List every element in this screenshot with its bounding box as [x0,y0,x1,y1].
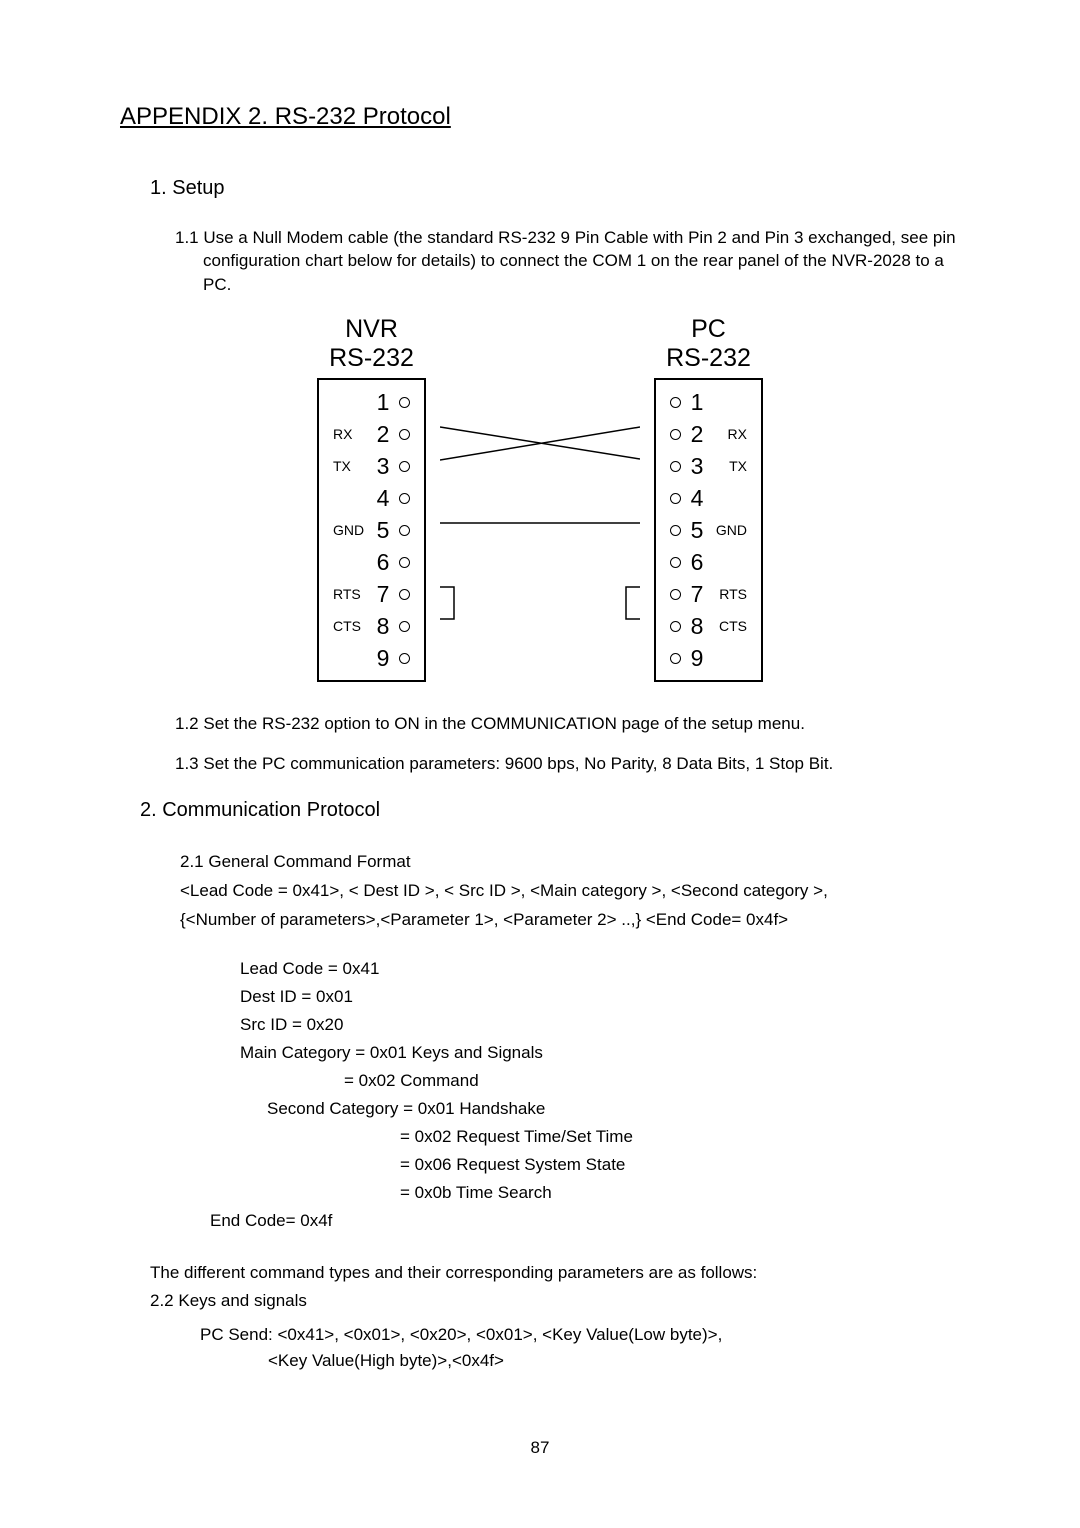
format-line1: <Lead Code = 0x41>, < Dest ID >, < Src I… [180,877,960,906]
pin-circle-icon [399,589,410,600]
pin-num: 4 [689,482,705,514]
pin-label: GND [713,521,747,541]
pin-label: RX [333,425,367,445]
pin-circle-icon [670,589,681,600]
pin-circle-icon [670,397,681,408]
pin-circle-icon [670,429,681,440]
sub21-heading: 2.1 General Command Format [180,848,960,877]
pin-circle-icon [670,525,681,536]
pin-circle-icon [670,653,681,664]
nvr-subtitle: RS-232 [329,344,414,372]
code-end: End Code= 0x4f [210,1207,960,1235]
pin-num: 6 [375,546,391,578]
pin-circle-icon [399,461,410,472]
pin-label: TX [333,457,367,477]
pc-title: PC [691,315,726,343]
pin-label: RTS [333,585,367,605]
pin-num: 9 [689,642,705,674]
pin-circle-icon [399,557,410,568]
code-sec4: = 0x0b Time Search [400,1179,960,1207]
format-line2: {<Number of parameters>,<Parameter 1>, <… [180,906,960,935]
pin-num: 8 [375,610,391,642]
nvr-title: NVR [345,315,398,343]
nvr-pin-box: 1 RX 2 TX 3 4 GND 5 6 RTS 7 CTS 8 9 [317,378,426,682]
pin-label: GND [333,521,367,541]
pc-send-line2: <Key Value(High byte)>,<0x4f> [268,1349,960,1373]
code-sec2: = 0x02 Request Time/Set Time [400,1123,960,1151]
section1-item3: 1.3 Set the PC communication parameters:… [175,752,960,776]
pin-circle-icon [670,493,681,504]
pin-label: TX [713,457,747,477]
nvr-port-block: NVR RS-232 1 RX 2 TX 3 4 GND 5 6 RTS 7 CTS 8 … [317,315,426,683]
code-sec3: = 0x06 Request System State [400,1151,960,1179]
pc-pin-box: 1 2 RX 3 TX 4 5 GND 6 7 RTS 8 CTS 9 [654,378,763,682]
pin-label: RX [713,425,747,445]
pin-circle-icon [399,397,410,408]
section1-item1: 1.1 Use a Null Modem cable (the standard… [175,226,960,297]
pin-circle-icon [670,557,681,568]
pin-label: CTS [713,617,747,637]
pin-num: 4 [375,482,391,514]
pin-circle-icon [399,525,410,536]
pin-circle-icon [670,621,681,632]
code-main2: = 0x02 Command [344,1067,960,1095]
pin-num: 8 [689,610,705,642]
pin-circle-icon [399,621,410,632]
pc-port-block: PC RS-232 1 2 RX 3 TX 4 5 GND 6 7 RTS 8 CTS 9 [654,315,763,683]
code-sec1: Second Category = 0x01 Handshake [267,1095,960,1123]
pin-num: 1 [375,386,391,418]
pin-label: RTS [713,585,747,605]
pc-send-line1: PC Send: <0x41>, <0x01>, <0x20>, <0x01>,… [200,1321,960,1348]
command-intro: The different command types and their co… [150,1259,960,1287]
pin-num: 3 [375,450,391,482]
code-src: Src ID = 0x20 [240,1011,960,1039]
pin-circle-icon [399,429,410,440]
pin-num: 2 [375,418,391,450]
pin-num: 1 [689,386,705,418]
wiring-diagram [440,379,640,669]
code-main1: Main Category = 0x01 Keys and Signals [240,1039,960,1067]
pin-circle-icon [399,653,410,664]
pin-num: 7 [375,578,391,610]
pc-subtitle: RS-232 [666,344,751,372]
pin-num: 5 [689,514,705,546]
code-dest: Dest ID = 0x01 [240,983,960,1011]
sub22-heading: 2.2 Keys and signals [150,1287,960,1315]
code-lead: Lead Code = 0x41 [240,955,960,983]
pin-num: 7 [689,578,705,610]
pin-diagram: NVR RS-232 1 RX 2 TX 3 4 GND 5 6 RTS 7 CTS 8 … [120,315,960,683]
pin-num: 3 [689,450,705,482]
pin-circle-icon [399,493,410,504]
section1-item2: 1.2 Set the RS-232 option to ON in the C… [175,712,960,736]
page-title: APPENDIX 2. RS-232 Protocol [120,100,960,134]
pin-num: 5 [375,514,391,546]
pin-num: 2 [689,418,705,450]
pin-circle-icon [670,461,681,472]
section1-heading: 1. Setup [150,174,960,202]
page-number: 87 [120,1436,960,1460]
pin-num: 6 [689,546,705,578]
pin-label: CTS [333,617,367,637]
section2-heading: 2. Communication Protocol [140,796,960,824]
pin-num: 9 [375,642,391,674]
